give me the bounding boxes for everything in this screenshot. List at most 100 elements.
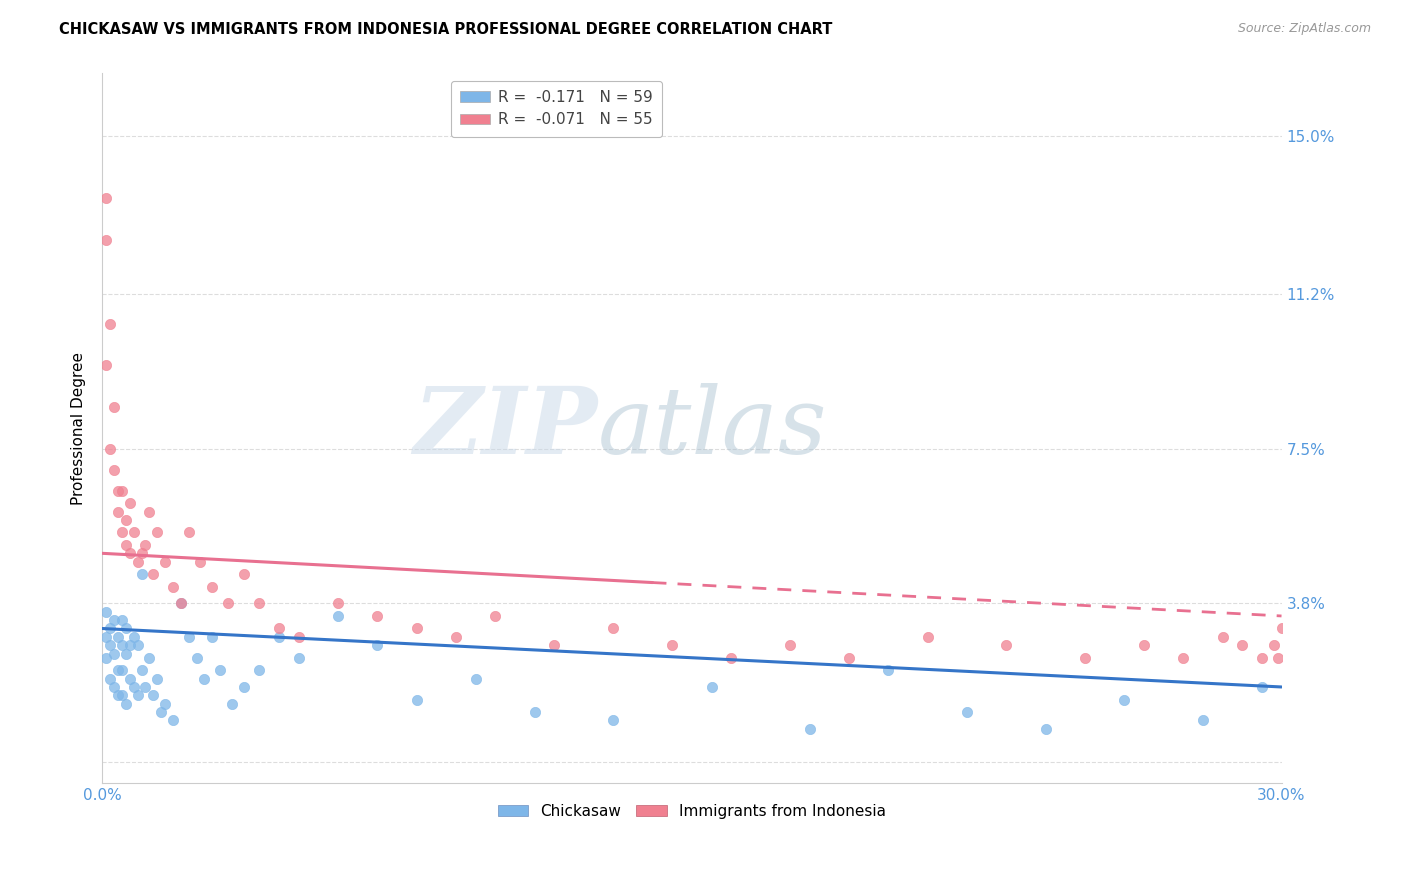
Point [114, 622, 136, 636]
Point [103, 463, 125, 477]
Point [444, 630, 467, 644]
Point [94, 650, 117, 665]
Point [150, 705, 173, 719]
Point [107, 663, 129, 677]
Point [366, 609, 388, 624]
Point [1192, 714, 1215, 728]
Point [111, 483, 134, 498]
Point [118, 546, 141, 560]
Point [1035, 722, 1057, 736]
Point [232, 680, 254, 694]
Point [1267, 650, 1289, 665]
Point [94, 630, 117, 644]
Point [103, 647, 125, 661]
Text: ZIP: ZIP [413, 383, 598, 473]
Point [98, 317, 121, 331]
Point [917, 630, 939, 644]
Point [170, 596, 193, 610]
Point [249, 596, 271, 610]
Point [131, 546, 153, 560]
Point [94, 191, 117, 205]
Point [131, 567, 153, 582]
Point [127, 689, 149, 703]
Point [405, 622, 427, 636]
Point [134, 680, 156, 694]
Point [114, 647, 136, 661]
Point [700, 680, 723, 694]
Point [122, 630, 145, 644]
Point [209, 663, 232, 677]
Point [1133, 638, 1156, 652]
Point [118, 672, 141, 686]
Point [122, 525, 145, 540]
Point [249, 663, 271, 677]
Point [111, 638, 134, 652]
Point [201, 630, 224, 644]
Point [138, 650, 160, 665]
Point [94, 605, 117, 619]
Point [142, 567, 165, 582]
Point [602, 714, 624, 728]
Point [779, 638, 801, 652]
Point [177, 630, 200, 644]
Point [111, 613, 134, 627]
Point [94, 359, 117, 373]
Point [118, 496, 141, 510]
Point [405, 692, 427, 706]
Point [111, 689, 134, 703]
Point [1232, 638, 1254, 652]
Point [287, 630, 309, 644]
Legend: Chickasaw, Immigrants from Indonesia: Chickasaw, Immigrants from Indonesia [492, 797, 893, 825]
Point [170, 596, 193, 610]
Point [103, 680, 125, 694]
Point [98, 622, 121, 636]
Point [98, 638, 121, 652]
Point [543, 638, 565, 652]
Text: Source: ZipAtlas.com: Source: ZipAtlas.com [1237, 22, 1371, 36]
Text: atlas: atlas [598, 383, 827, 473]
Point [217, 596, 239, 610]
Y-axis label: Professional Degree: Professional Degree [72, 351, 86, 505]
Point [177, 525, 200, 540]
Point [114, 538, 136, 552]
Point [287, 650, 309, 665]
Text: CHICKASAW VS IMMIGRANTS FROM INDONESIA PROFESSIONAL DEGREE CORRELATION CHART: CHICKASAW VS IMMIGRANTS FROM INDONESIA P… [59, 22, 832, 37]
Point [107, 504, 129, 518]
Point [98, 672, 121, 686]
Point [523, 705, 546, 719]
Point [162, 580, 184, 594]
Point [118, 638, 141, 652]
Point [146, 672, 169, 686]
Point [484, 609, 506, 624]
Point [1212, 630, 1234, 644]
Point [153, 697, 176, 711]
Point [138, 504, 160, 518]
Point [186, 650, 208, 665]
Point [111, 663, 134, 677]
Point [232, 567, 254, 582]
Point [142, 689, 165, 703]
Point [107, 689, 129, 703]
Point [269, 622, 291, 636]
Point [1270, 622, 1292, 636]
Point [146, 525, 169, 540]
Point [1074, 650, 1097, 665]
Point [956, 705, 979, 719]
Point [661, 638, 683, 652]
Point [153, 555, 176, 569]
Point [107, 483, 129, 498]
Point [193, 672, 215, 686]
Point [995, 638, 1018, 652]
Point [1114, 692, 1136, 706]
Point [464, 672, 486, 686]
Point [114, 697, 136, 711]
Point [1250, 680, 1272, 694]
Point [366, 638, 388, 652]
Point [190, 555, 212, 569]
Point [114, 513, 136, 527]
Point [326, 609, 349, 624]
Point [122, 680, 145, 694]
Point [98, 442, 121, 456]
Point [103, 400, 125, 414]
Point [162, 714, 184, 728]
